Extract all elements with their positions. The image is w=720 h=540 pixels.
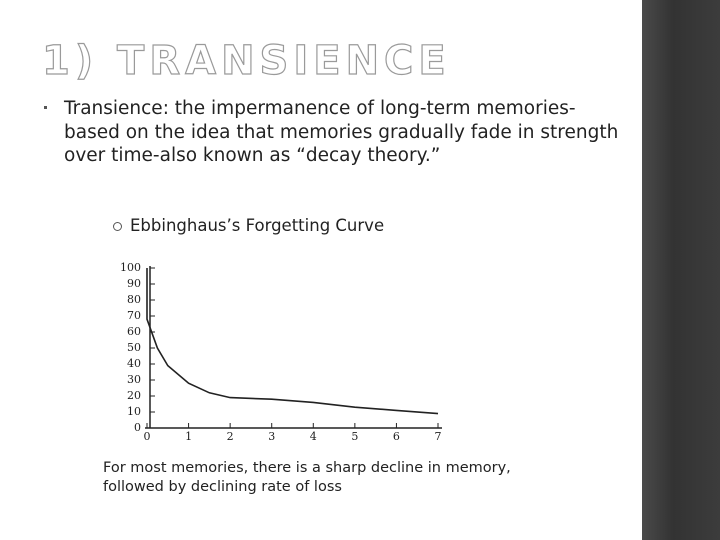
y-tick-label: 60 bbox=[127, 325, 141, 338]
x-tick-label: 1 bbox=[185, 430, 192, 443]
x-tick-label: 2 bbox=[227, 430, 234, 443]
x-tick-label: 7 bbox=[435, 430, 442, 443]
y-tick-label: 100 bbox=[120, 261, 141, 274]
bullet-marker bbox=[44, 106, 47, 109]
caption: For most memories, there is a sharp decl… bbox=[103, 460, 511, 495]
x-tick-label: 0 bbox=[144, 430, 151, 443]
y-tick-label: 0 bbox=[134, 421, 141, 434]
side-strip bbox=[642, 0, 720, 540]
slide-title: 1) TRANSIENCE bbox=[41, 37, 451, 84]
bullet-text: Transience: the impermanence of long-ter… bbox=[64, 98, 619, 166]
y-tick-label: 90 bbox=[127, 277, 141, 290]
sub-bullet-text: Ebbinghaus’s Forgetting Curve bbox=[130, 216, 385, 235]
y-tick-label: 10 bbox=[127, 405, 141, 418]
y-tick-label: 50 bbox=[127, 341, 141, 354]
x-tick-label: 5 bbox=[351, 430, 358, 443]
y-tick-label: 80 bbox=[127, 293, 141, 306]
y-tick-label: 30 bbox=[127, 373, 141, 386]
curve bbox=[146, 268, 439, 415]
y-tick-label: 70 bbox=[127, 309, 141, 322]
y-tick-label: 40 bbox=[127, 357, 141, 370]
y-tick-label: 20 bbox=[127, 389, 141, 402]
x-tick-label: 4 bbox=[310, 430, 317, 443]
x-tick-label: 6 bbox=[393, 430, 400, 443]
sub-bullet-marker bbox=[113, 222, 122, 231]
x-tick-label: 3 bbox=[268, 430, 275, 443]
